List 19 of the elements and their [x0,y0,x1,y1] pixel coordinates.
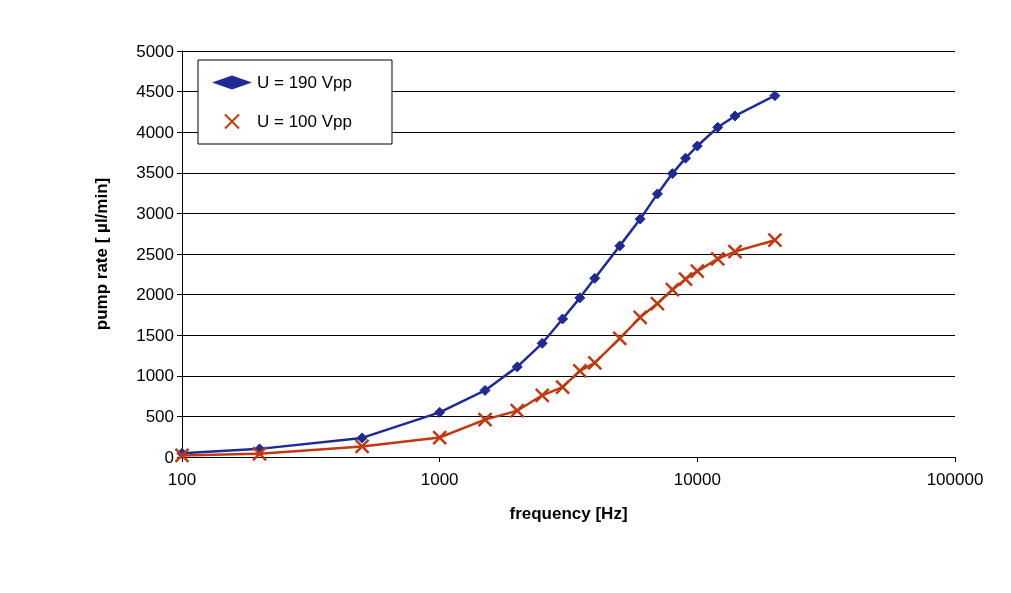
x-tick-label: 1000 [420,470,459,489]
legend-label: U = 190 Vpp [257,73,352,92]
y-tick-label: 1500 [136,325,174,345]
y-tick-label: 0 [164,447,174,467]
y-tick-label: 2500 [136,244,174,264]
legend-label: U = 100 Vpp [257,112,352,131]
y-axis-title: pump rate [ µl/min] [92,177,111,331]
x-tick-label: 10000 [673,470,721,489]
y-tick-label: 2000 [136,285,174,305]
y-tick-label: 5000 [136,41,174,61]
y-tick-label: 1000 [136,366,174,386]
x-tick-label: 100 [167,470,197,489]
y-tick-label: 3000 [136,203,174,223]
y-tick-label: 4000 [136,122,174,142]
y-tick-label: 3500 [136,163,174,183]
x-tick-label: 100000 [926,470,984,489]
y-tick-label: 500 [145,406,174,426]
y-tick-label: 4500 [136,82,174,102]
x-axis-title: frequency [Hz] [509,504,628,523]
